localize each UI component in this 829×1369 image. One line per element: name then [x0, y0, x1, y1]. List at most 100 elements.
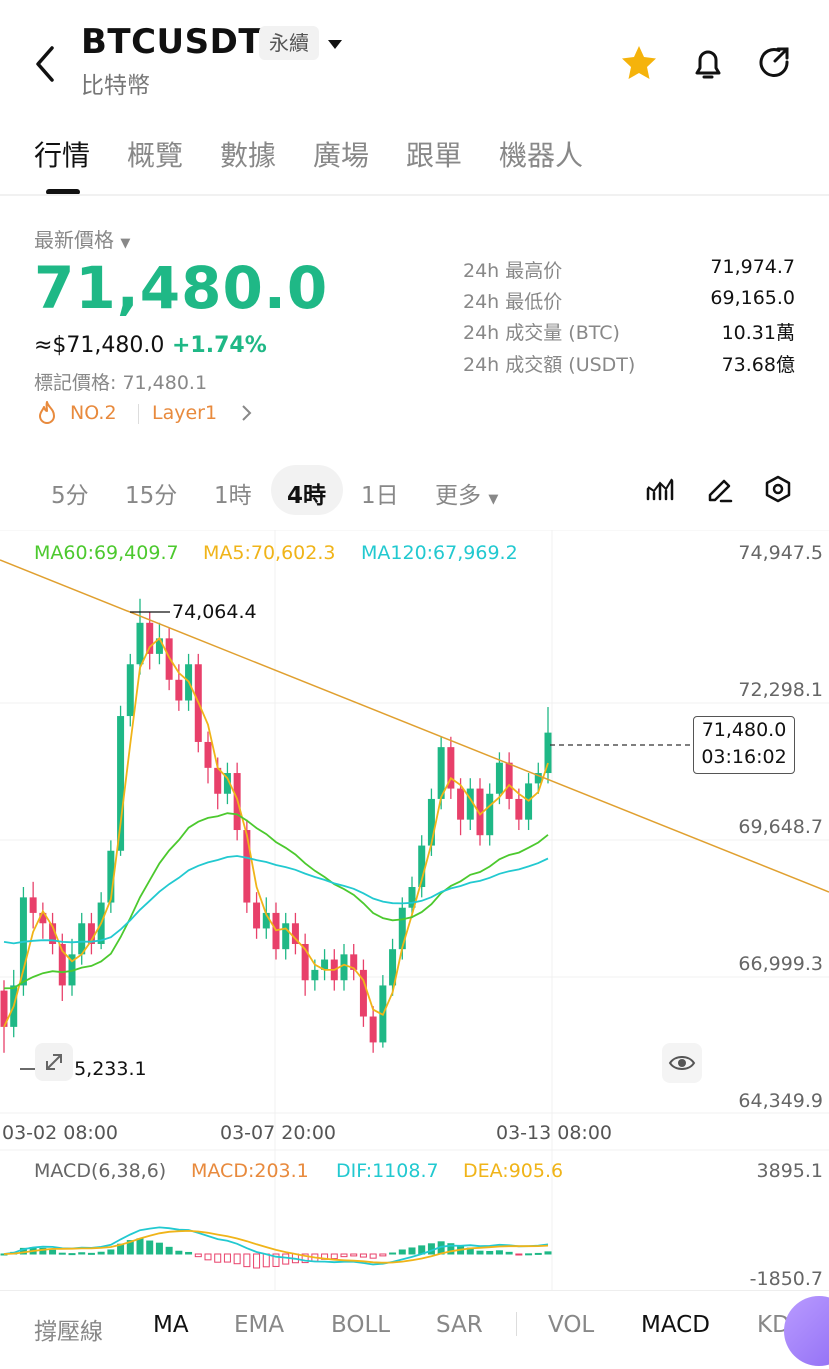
dif-line — [3, 1226, 549, 1266]
candle-body — [117, 716, 125, 851]
dea-value: DEA:905.6 — [463, 1160, 564, 1182]
indicator-ma[interactable]: MA — [153, 1312, 189, 1338]
candle-body — [146, 622, 154, 654]
dea-line — [3, 1229, 549, 1264]
fire-icon — [35, 400, 59, 430]
macd-histogram-bar — [194, 1253, 202, 1258]
candle-body — [505, 762, 513, 799]
candle-body — [476, 788, 484, 836]
last-price: 71,480.0 — [34, 254, 329, 322]
macd-histogram-bar — [243, 1253, 251, 1268]
indicator-icon[interactable] — [645, 475, 675, 509]
stat-label: 24h 最高价 — [463, 260, 563, 282]
candle-body — [49, 923, 57, 944]
price-axis-label: 69,648.7 — [738, 816, 823, 838]
macd-params: MACD(6,38,6) — [34, 1160, 167, 1182]
share-icon[interactable] — [754, 42, 796, 84]
macd-histogram-bar — [515, 1253, 523, 1256]
assistant-bubble[interactable] — [784, 1296, 829, 1366]
indicator-support-resistance[interactable]: 撐壓線 — [34, 1319, 103, 1345]
macd-histogram-bar — [525, 1253, 533, 1256]
interval-1h[interactable]: 1時 — [214, 483, 252, 509]
tab-bot[interactable]: 機器人 — [499, 139, 584, 172]
category-tag[interactable]: Layer1 — [152, 402, 218, 424]
candle-body — [58, 943, 66, 986]
candlestick-chart[interactable] — [0, 530, 829, 1290]
candle-body — [68, 954, 76, 986]
chevron-down-icon[interactable] — [326, 36, 344, 55]
mark-price: 標記價格: 71,480.1 — [34, 372, 208, 394]
time-axis-label: 03-13 08:00 — [496, 1122, 613, 1144]
macd-histogram-bar — [185, 1251, 193, 1255]
candle-body — [408, 887, 416, 908]
stat-label: 24h 成交量 (BTC) — [463, 322, 620, 344]
pair-title[interactable]: BTCUSDT — [81, 22, 263, 62]
interval-1d[interactable]: 1日 — [361, 483, 399, 509]
macd-histogram-bar — [408, 1247, 416, 1255]
indicator-boll[interactable]: BOLL — [331, 1312, 391, 1338]
interval-4h[interactable]: 4時 — [287, 483, 327, 509]
current-price-box[interactable]: 71,480.0 03:16:02 — [693, 716, 795, 774]
macd-histogram-bar — [136, 1238, 144, 1255]
bell-icon[interactable] — [687, 42, 729, 84]
tab-market[interactable]: 行情 — [34, 139, 91, 172]
back-button[interactable] — [30, 42, 64, 86]
candle-body — [369, 1016, 377, 1043]
macd-histogram-bar — [107, 1249, 115, 1255]
interval-15m[interactable]: 15分 — [125, 483, 178, 509]
indicator-vol[interactable]: VOL — [548, 1312, 595, 1338]
candle-body — [350, 954, 358, 970]
candle-body — [107, 850, 115, 903]
indicator-ema[interactable]: EMA — [234, 1312, 285, 1338]
macd-histogram-bar — [447, 1243, 455, 1255]
macd-histogram-bar — [398, 1249, 406, 1255]
candle-body — [418, 845, 426, 888]
chevron-right-icon[interactable] — [240, 404, 252, 426]
candle-body — [447, 747, 455, 789]
macd-histogram-bar — [155, 1242, 163, 1255]
macd-histogram-bar — [534, 1252, 542, 1255]
macd-histogram-bar — [204, 1253, 212, 1261]
eye-icon[interactable] — [662, 1043, 702, 1083]
macd-axis-bottom: -1850.7 — [749, 1268, 823, 1290]
current-price-value: 71,480.0 — [701, 719, 787, 741]
tab-data[interactable]: 數據 — [220, 139, 277, 172]
trend-line[interactable] — [0, 559, 829, 893]
candle-body — [311, 969, 319, 981]
macd-histogram-bar — [301, 1253, 309, 1264]
candle-body — [466, 788, 474, 820]
price-axis-label: 74,947.5 — [738, 542, 823, 564]
indicator-macd[interactable]: MACD — [641, 1312, 710, 1338]
divider — [138, 404, 139, 424]
last-price-label[interactable]: 最新價格 ▼ — [34, 228, 131, 252]
tab-overview[interactable]: 概覽 — [127, 139, 184, 172]
candle-body — [87, 923, 95, 944]
tab-square[interactable]: 廣場 — [313, 139, 370, 172]
pair-subtitle: 比特幣 — [81, 73, 150, 99]
high-marker-label: 74,064.4 — [172, 601, 257, 623]
macd-histogram-bar — [505, 1251, 513, 1255]
expand-icon[interactable] — [35, 1043, 73, 1081]
interval-more[interactable]: 更多 ▼ — [435, 483, 499, 509]
macd-histogram-bar — [379, 1253, 387, 1257]
contract-type-badge: 永續 — [259, 26, 319, 60]
stat-label: 24h 最低价 — [463, 291, 563, 313]
candle-body — [544, 732, 552, 774]
candle-body — [495, 762, 503, 794]
draw-pencil-icon[interactable] — [705, 475, 735, 509]
candle-body — [389, 949, 397, 986]
divider — [0, 194, 829, 196]
settings-icon[interactable] — [763, 474, 793, 508]
indicator-sar[interactable]: SAR — [436, 1312, 483, 1338]
candle-body — [126, 664, 134, 717]
macd-histogram-bar — [165, 1246, 173, 1255]
macd-histogram-bar — [476, 1250, 484, 1255]
interval-5m[interactable]: 5分 — [51, 483, 89, 509]
rank-badge[interactable]: NO.2 — [70, 402, 117, 424]
star-icon[interactable] — [618, 42, 660, 84]
macd-histogram-bar — [58, 1252, 66, 1255]
candle-body — [534, 773, 542, 784]
tab-copy-trade[interactable]: 跟單 — [406, 139, 463, 172]
candle-body — [175, 679, 183, 701]
stat-value: 69,165.0 — [710, 287, 795, 309]
